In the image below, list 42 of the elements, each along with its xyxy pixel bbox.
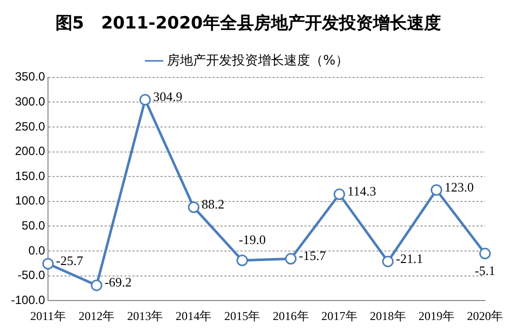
point bbox=[285, 253, 297, 265]
point bbox=[430, 184, 442, 196]
point bbox=[42, 258, 54, 270]
x-tick-label: 2018年 bbox=[370, 308, 406, 323]
y-tick-label: 50.0 bbox=[22, 218, 46, 233]
point bbox=[334, 188, 346, 200]
y-tick-label: 250.0 bbox=[14, 119, 46, 134]
point bbox=[90, 280, 102, 292]
y-tick-label: -50.0 bbox=[18, 268, 46, 282]
point bbox=[236, 254, 248, 266]
text: -21.1 bbox=[396, 250, 423, 266]
x-tick-label: 2019年 bbox=[418, 308, 454, 323]
y-tick-label: 100.0 bbox=[14, 194, 46, 208]
x-tick-label: 2013年 bbox=[127, 308, 164, 323]
text: 114.3 bbox=[347, 184, 376, 199]
text: -15.7 bbox=[298, 248, 326, 264]
y-tick-label: -100.0 bbox=[10, 292, 46, 307]
y-tick-label: 0.0 bbox=[28, 243, 46, 258]
x-tick-label: 2020年 bbox=[467, 308, 503, 323]
text: -19.0 bbox=[238, 232, 266, 247]
y-tick-label: 300.0 bbox=[14, 94, 46, 109]
chart-title: 图5 2011-2020年全县房地产开发投资增长速度 bbox=[55, 14, 441, 34]
x-tick-label: 2011年 bbox=[30, 308, 66, 323]
x-tick-label: 2014年 bbox=[176, 308, 212, 323]
y-tick-label: 350.0 bbox=[14, 70, 46, 84]
point bbox=[139, 94, 151, 106]
text: 304.9 bbox=[153, 89, 182, 104]
legend-label: 房地产开发投资增长速度（%） bbox=[167, 52, 348, 68]
text: 88.2 bbox=[202, 196, 224, 212]
point bbox=[188, 202, 200, 214]
text: -69.2 bbox=[104, 274, 132, 290]
x-tick-label: 2016年 bbox=[272, 308, 309, 323]
text: -5.1 bbox=[474, 262, 496, 278]
text: -25.7 bbox=[56, 253, 84, 268]
point bbox=[382, 256, 394, 268]
y-tick-label: 200.0 bbox=[14, 144, 46, 158]
x-tick-label: 2017年 bbox=[321, 308, 358, 323]
x-tick-label: 2012年 bbox=[78, 308, 115, 323]
point bbox=[479, 248, 491, 260]
text: 123.0 bbox=[444, 179, 474, 194]
y-tick-label: 150.0 bbox=[14, 168, 46, 183]
x-tick-label: 2015年 bbox=[224, 308, 260, 323]
